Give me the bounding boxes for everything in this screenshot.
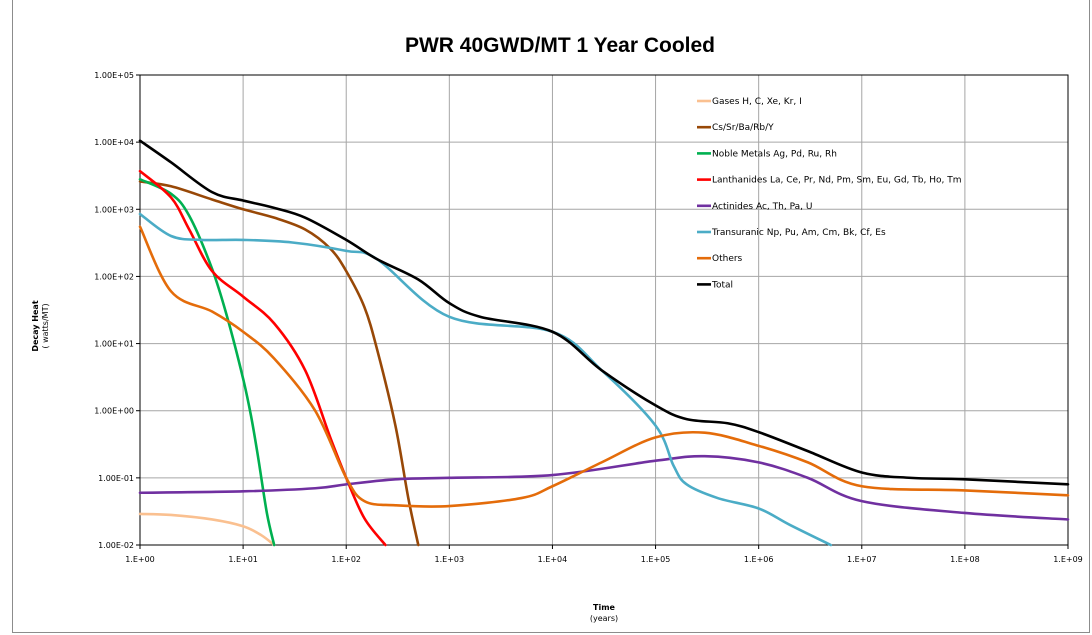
- series-line-4: [138, 169, 387, 547]
- y-tick-label: 1.00E+04: [94, 138, 134, 147]
- x-tick-label: 1.E+05: [641, 555, 671, 564]
- y-tick-label: 1.00E+03: [94, 205, 134, 214]
- series-line-5: [138, 454, 1070, 521]
- y-tick-label: 1.00E-01: [98, 474, 134, 483]
- plot-area: [139, 74, 1069, 546]
- legend-entry: Transuranic Np, Pu, Am, Cm, Bk, Cf, Es: [711, 228, 886, 238]
- series-line-7: [138, 225, 1070, 508]
- series-line-8: [138, 139, 1070, 486]
- legend-entry: Others: [712, 254, 743, 264]
- y-axis-unit: ( watts/MT): [41, 303, 50, 348]
- x-tick-label: 1.E+00: [125, 555, 155, 564]
- x-axis-title: Time: [593, 603, 616, 612]
- y-axis-title: Decay Heat: [31, 300, 40, 351]
- series-lines: [138, 139, 1070, 547]
- x-tick-label: 1.E+04: [538, 555, 568, 564]
- x-tick-label: 1.E+07: [847, 555, 877, 564]
- y-tick-label: 1.00E+01: [94, 340, 134, 349]
- legend-entry: Lanthanides La, Ce, Pr, Nd, Pm, Sm, Eu, …: [712, 176, 961, 186]
- series-line-3: [138, 177, 276, 547]
- x-axis-unit: (years): [590, 614, 618, 623]
- y-axis-label: Decay Heat ( watts/MT): [31, 300, 50, 351]
- tick-labels: 1.E+00 1.E+01 1.E+02 1.E+03 1.E+04 1.E+05 1.E+…: [94, 71, 1083, 564]
- legend-entry: Cs/Sr/Ba/Rb/Y: [712, 123, 774, 133]
- grid-lines: [136, 74, 1069, 549]
- legend-entry: Total: [711, 280, 733, 290]
- series-line-1: [138, 512, 276, 547]
- legend-entry: Noble Metals Ag, Pd, Ru, Rh: [712, 149, 837, 159]
- x-tick-label: 1.E+01: [228, 555, 258, 564]
- y-tick-label: 1.00E+05: [94, 71, 134, 80]
- chart-frame: [12, 0, 1090, 633]
- y-tick-label: 1.00E-02: [98, 541, 134, 550]
- x-tick-label: 1.E+02: [331, 555, 361, 564]
- x-tick-label: 1.E+03: [435, 555, 465, 564]
- legend-entry: Actinides Ac, Th, Pa, U: [712, 202, 812, 212]
- y-tick-label: 1.00E+02: [94, 272, 134, 281]
- x-tick-label: 1.E+08: [950, 555, 980, 564]
- legend-entry: Gases H, C, Xe, Kr, I: [712, 97, 802, 107]
- y-tick-label: 1.00E+00: [94, 407, 134, 416]
- legend: Gases H, C, Xe, Kr, I Cs/Sr/Ba/Rb/Y Noble …: [697, 97, 961, 290]
- x-tick-label: 1.E+09: [1053, 555, 1083, 564]
- chart-title: PWR 40GWD/MT 1 Year Cooled: [405, 34, 715, 57]
- x-tick-label: 1.E+06: [744, 555, 774, 564]
